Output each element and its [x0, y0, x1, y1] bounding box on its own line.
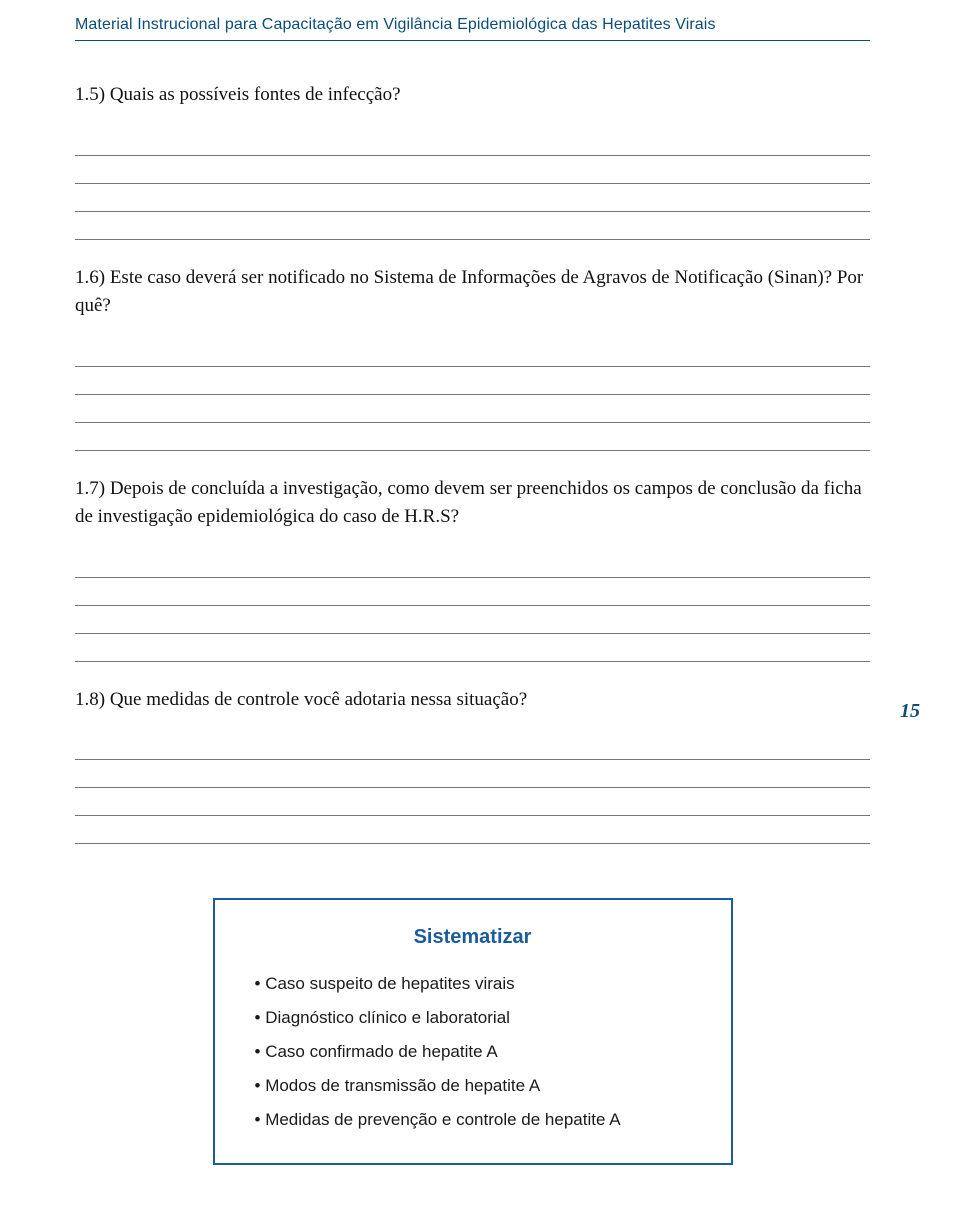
- summary-list-item: Diagnóstico clínico e laboratorial: [255, 1001, 691, 1035]
- answer-line: [75, 184, 870, 212]
- summary-box: Sistematizar Caso suspeito de hepatites …: [213, 898, 733, 1165]
- question-1-6: 1.6) Este caso deverá ser notificado no …: [75, 264, 870, 321]
- answer-line: [75, 156, 870, 184]
- summary-box-title: Sistematizar: [255, 926, 691, 949]
- summary-list-item: Modos de transmissão de hepatite A: [255, 1069, 691, 1103]
- page-header: Material Instrucional para Capacitação e…: [75, 16, 870, 41]
- summary-list-item: Caso suspeito de hepatites virais: [255, 967, 691, 1001]
- page-number: 15: [900, 700, 920, 723]
- answer-line: [75, 732, 870, 760]
- question-1-5: 1.5) Quais as possíveis fontes de infecç…: [75, 81, 870, 110]
- answer-lines-1-6: [75, 339, 870, 451]
- summary-list: Caso suspeito de hepatites virais Diagnó…: [255, 967, 691, 1137]
- answer-line: [75, 212, 870, 240]
- answer-lines-1-8: [75, 732, 870, 844]
- answer-lines-1-7: [75, 550, 870, 662]
- question-block-2: 1.6) Este caso deverá ser notificado no …: [75, 264, 870, 451]
- answer-line: [75, 423, 870, 451]
- question-block-1: 1.5) Quais as possíveis fontes de infecç…: [75, 81, 870, 240]
- answer-line: [75, 395, 870, 423]
- summary-list-item: Caso confirmado de hepatite A: [255, 1035, 691, 1069]
- answer-line: [75, 816, 870, 844]
- answer-line: [75, 760, 870, 788]
- question-1-8: 1.8) Que medidas de controle você adotar…: [75, 686, 870, 715]
- question-block-3: 1.7) Depois de concluída a investigação,…: [75, 475, 870, 662]
- answer-line: [75, 367, 870, 395]
- answer-lines-1-5: [75, 128, 870, 240]
- answer-line: [75, 578, 870, 606]
- answer-line: [75, 128, 870, 156]
- answer-line: [75, 634, 870, 662]
- answer-line: [75, 550, 870, 578]
- document-page: Material Instrucional para Capacitação e…: [0, 0, 960, 1225]
- answer-line: [75, 788, 870, 816]
- summary-list-item: Medidas de prevenção e controle de hepat…: [255, 1103, 691, 1137]
- question-1-7: 1.7) Depois de concluída a investigação,…: [75, 475, 870, 532]
- answer-line: [75, 339, 870, 367]
- question-block-4: 1.8) Que medidas de controle você adotar…: [75, 686, 870, 845]
- answer-line: [75, 606, 870, 634]
